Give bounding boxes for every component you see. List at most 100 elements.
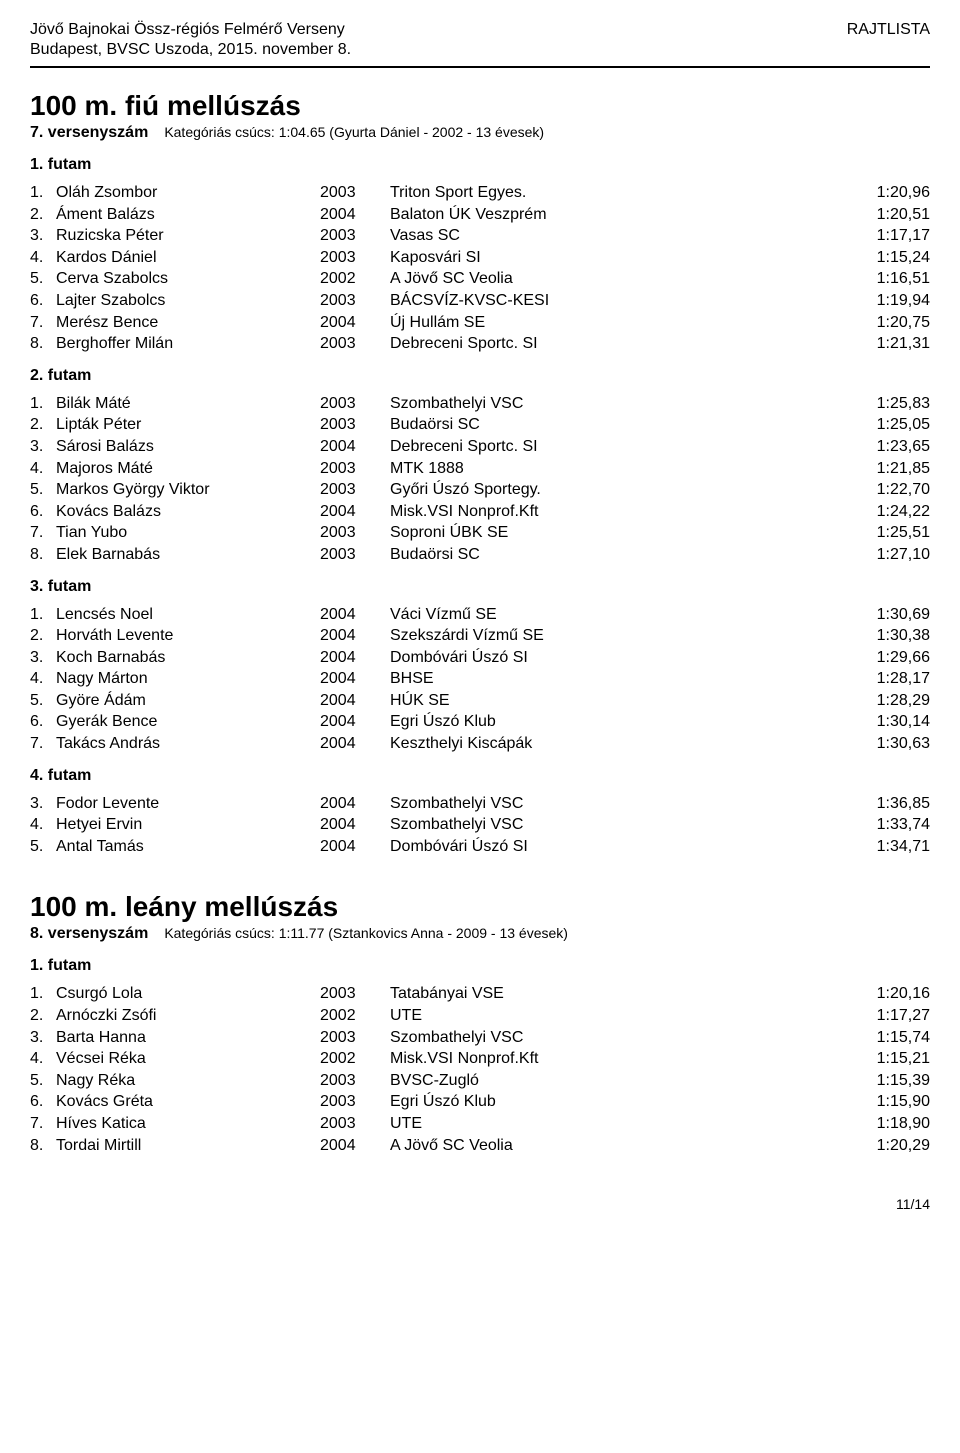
entry-row: 1.Bilák Máté2003Szombathelyi VSC1:25,83 [30, 393, 930, 415]
entry-row: 7.Takács András2004Keszthelyi Kiscápák1:… [30, 733, 930, 755]
club: Triton Sport Egyes. [390, 182, 840, 204]
event-block: 100 m. leány mellúszás8. versenyszámKate… [30, 891, 930, 1156]
entry-time: 1:15,74 [840, 1027, 930, 1049]
entry-row: 2.Áment Balázs2004Balaton ÚK Veszprém1:2… [30, 204, 930, 226]
lane: 5. [30, 268, 56, 290]
swimmer-name: Lipták Péter [56, 414, 320, 436]
birth-year: 2004 [320, 501, 390, 523]
swimmer-name: Tian Yubo [56, 522, 320, 544]
birth-year: 2004 [320, 690, 390, 712]
lane: 4. [30, 668, 56, 690]
club: Debreceni Sportc. SI [390, 436, 840, 458]
entry-row: 4.Vécsei Réka2002Misk.VSI Nonprof.Kft1:1… [30, 1048, 930, 1070]
entry-time: 1:30,63 [840, 733, 930, 755]
lane: 7. [30, 522, 56, 544]
swimmer-name: Sárosi Balázs [56, 436, 320, 458]
club: Győri Úszó Sportegy. [390, 479, 840, 501]
entry-time: 1:15,21 [840, 1048, 930, 1070]
entry-row: 2.Lipták Péter2003Budaörsi SC1:25,05 [30, 414, 930, 436]
birth-year: 2004 [320, 814, 390, 836]
entry-row: 5.Györe Ádám2004HÚK SE1:28,29 [30, 690, 930, 712]
lane: 8. [30, 1135, 56, 1157]
birth-year: 2003 [320, 479, 390, 501]
club: Budaörsi SC [390, 414, 840, 436]
swimmer-name: Cerva Szabolcs [56, 268, 320, 290]
birth-year: 2004 [320, 625, 390, 647]
entry-row: 8.Elek Barnabás2003Budaörsi SC1:27,10 [30, 544, 930, 566]
club: Vasas SC [390, 225, 840, 247]
swimmer-name: Nagy Réka [56, 1070, 320, 1092]
header-right: RAJTLISTA [847, 20, 930, 60]
lane: 1. [30, 393, 56, 415]
header-rule [30, 66, 930, 68]
lane: 8. [30, 333, 56, 355]
entry-time: 1:21,85 [840, 458, 930, 480]
birth-year: 2004 [320, 204, 390, 226]
lane: 7. [30, 1113, 56, 1135]
entry-time: 1:23,65 [840, 436, 930, 458]
birth-year: 2003 [320, 182, 390, 204]
entry-time: 1:30,38 [840, 625, 930, 647]
birth-year: 2003 [320, 333, 390, 355]
swimmer-name: Merész Bence [56, 312, 320, 334]
entry-time: 1:28,29 [840, 690, 930, 712]
swimmer-name: Markos György Viktor [56, 479, 320, 501]
entry-time: 1:36,85 [840, 793, 930, 815]
club: Szombathelyi VSC [390, 793, 840, 815]
heat-label: 1. futam [30, 957, 930, 975]
entry-time: 1:33,74 [840, 814, 930, 836]
swimmer-name: Nagy Márton [56, 668, 320, 690]
club: Tatabányai VSE [390, 983, 840, 1005]
swimmer-name: Ruzicska Péter [56, 225, 320, 247]
swimmer-name: Fodor Levente [56, 793, 320, 815]
events-container: 100 m. fiú mellúszás7. versenyszámKategó… [30, 90, 930, 1156]
entry-time: 1:17,17 [840, 225, 930, 247]
club: Balaton ÚK Veszprém [390, 204, 840, 226]
lane: 6. [30, 711, 56, 733]
entry-time: 1:18,90 [840, 1113, 930, 1135]
birth-year: 2004 [320, 604, 390, 626]
entry-row: 4.Kardos Dániel2003Kaposvári SI1:15,24 [30, 247, 930, 269]
swimmer-name: Barta Hanna [56, 1027, 320, 1049]
entry-row: 3.Ruzicska Péter2003Vasas SC1:17,17 [30, 225, 930, 247]
birth-year: 2003 [320, 1027, 390, 1049]
club: MTK 1888 [390, 458, 840, 480]
entry-row: 6.Lajter Szabolcs2003BÁCSVÍZ-KVSC-KESI1:… [30, 290, 930, 312]
event-title: 100 m. fiú mellúszás [30, 90, 930, 122]
birth-year: 2002 [320, 268, 390, 290]
birth-year: 2003 [320, 225, 390, 247]
lane: 1. [30, 983, 56, 1005]
entry-time: 1:19,94 [840, 290, 930, 312]
event-record: Kategóriás csúcs: 1:04.65 (Gyurta Dániel… [164, 124, 544, 140]
club: Keszthelyi Kiscápák [390, 733, 840, 755]
lane: 2. [30, 1005, 56, 1027]
lane: 3. [30, 793, 56, 815]
entry-row: 1.Oláh Zsombor2003Triton Sport Egyes.1:2… [30, 182, 930, 204]
entry-row: 4.Hetyei Ervin2004Szombathelyi VSC1:33,7… [30, 814, 930, 836]
club: Misk.VSI Nonprof.Kft [390, 501, 840, 523]
entry-time: 1:15,39 [840, 1070, 930, 1092]
entry-row: 5.Nagy Réka2003BVSC-Zugló1:15,39 [30, 1070, 930, 1092]
entry-row: 5.Markos György Viktor2003Győri Úszó Spo… [30, 479, 930, 501]
entry-time: 1:25,83 [840, 393, 930, 415]
heat-label: 3. futam [30, 578, 930, 596]
entry-row: 5.Cerva Szabolcs2002A Jövő SC Veolia1:16… [30, 268, 930, 290]
club: Új Hullám SE [390, 312, 840, 334]
lane: 1. [30, 604, 56, 626]
club: Misk.VSI Nonprof.Kft [390, 1048, 840, 1070]
heat-label: 4. futam [30, 767, 930, 785]
entry-row: 6.Gyerák Bence2004Egri Úszó Klub1:30,14 [30, 711, 930, 733]
entry-time: 1:15,24 [840, 247, 930, 269]
event-number: 8. versenyszám [30, 925, 148, 943]
entry-time: 1:28,17 [840, 668, 930, 690]
entry-row: 1.Csurgó Lola2003Tatabányai VSE1:20,16 [30, 983, 930, 1005]
lane: 3. [30, 1027, 56, 1049]
event-line: 8. versenyszámKategóriás csúcs: 1:11.77 … [30, 925, 930, 943]
entry-time: 1:25,51 [840, 522, 930, 544]
lane: 4. [30, 247, 56, 269]
lane: 2. [30, 414, 56, 436]
swimmer-name: Lencsés Noel [56, 604, 320, 626]
entry-time: 1:17,27 [840, 1005, 930, 1027]
club: Váci Vízmű SE [390, 604, 840, 626]
entry-time: 1:21,31 [840, 333, 930, 355]
